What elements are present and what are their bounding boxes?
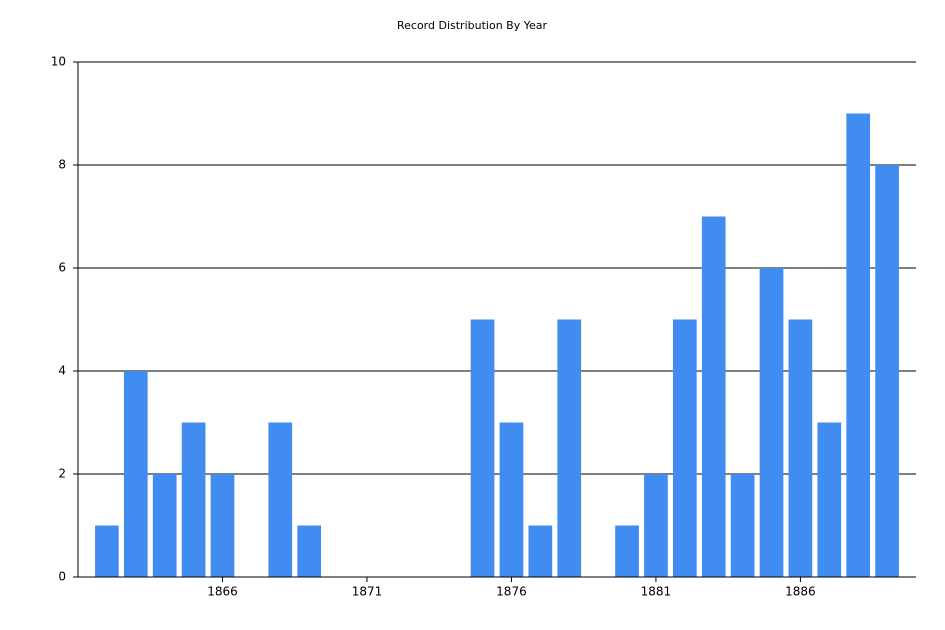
- chart-title: Record Distribution By Year: [397, 19, 547, 32]
- bar: [615, 525, 639, 577]
- bar: [557, 319, 582, 577]
- bar: [875, 165, 899, 577]
- bar: [817, 422, 842, 577]
- bar: [644, 474, 668, 577]
- x-tick-label: 1871: [352, 585, 383, 599]
- bar: [672, 319, 697, 577]
- bar: [123, 371, 148, 577]
- bar: [470, 319, 495, 577]
- y-tick-label: 4: [58, 364, 66, 378]
- y-tick-label: 8: [58, 158, 66, 172]
- y-tick-label: 0: [58, 570, 66, 584]
- x-tick-label: 1866: [207, 585, 238, 599]
- x-tick-label: 1886: [785, 585, 816, 599]
- bar: [95, 525, 119, 577]
- bar: [788, 319, 813, 577]
- bar: [297, 525, 322, 577]
- y-tick-label: 6: [58, 261, 66, 275]
- bar: [499, 422, 524, 577]
- bar: [268, 422, 293, 577]
- bar: [730, 474, 755, 577]
- bar: [759, 268, 784, 577]
- y-tick-label: 2: [58, 467, 66, 481]
- x-tick-label: 1876: [496, 585, 527, 599]
- bar: [701, 216, 726, 577]
- bar: [181, 422, 206, 577]
- bar: [528, 525, 553, 577]
- x-tick-label: 1881: [641, 585, 672, 599]
- bar: [152, 474, 177, 577]
- bar: [846, 113, 871, 577]
- bar: [210, 474, 235, 577]
- y-tick-label: 10: [51, 55, 66, 69]
